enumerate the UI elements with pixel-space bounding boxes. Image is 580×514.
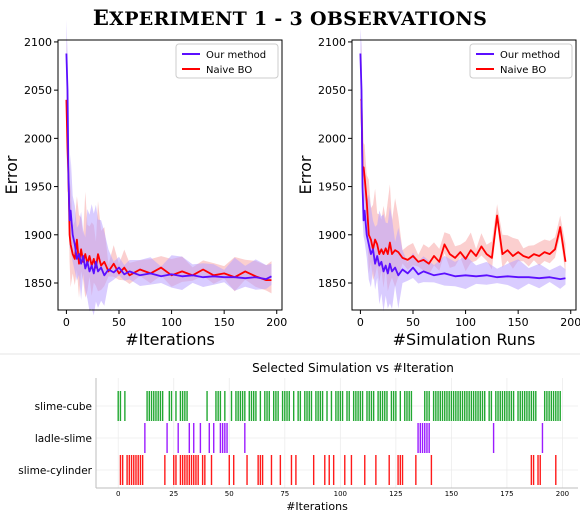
legend-label-our-method: Our method <box>500 50 560 61</box>
category-label-ladle-slime: ladle-slime <box>35 433 92 445</box>
our-method-band-2 <box>360 27 566 312</box>
x-tick-label-2: 200 <box>560 316 580 329</box>
x-tick-label-2: 100 <box>455 316 476 329</box>
event-x-tick-label: 125 <box>389 490 402 498</box>
event-x-tick-label: 175 <box>500 490 513 498</box>
legend-box-1 <box>175 43 279 79</box>
event-x-tick-label: 25 <box>169 490 178 498</box>
y-tick-label-1: 2050 <box>24 84 52 97</box>
y-tick-label-1: 2000 <box>24 132 52 145</box>
naive-bo-line-2 <box>360 98 567 265</box>
y-tick-label-2: 1950 <box>318 181 346 194</box>
event-plot-title: Selected Simulation vs #Iteration <box>252 361 454 375</box>
y-tick-label-2: 1900 <box>318 229 346 242</box>
event-x-axis-label: #Iterations <box>286 500 348 513</box>
event-x-tick-label: 0 <box>116 490 120 498</box>
x-tick-label-1: 200 <box>266 316 287 329</box>
category-label-slime-cube: slime-cube <box>35 401 92 413</box>
y-tick-label-2: 2050 <box>318 84 346 97</box>
our-method-band-1 <box>66 19 272 316</box>
y-tick-label-2: 2000 <box>318 132 346 145</box>
legend-label-naive-bo: Naive BO <box>206 65 252 76</box>
plot-frame-2 <box>351 39 577 311</box>
x-axis-label-2: #Simulation Runs <box>393 330 536 349</box>
legend-box-2 <box>469 43 573 79</box>
y-tick-label-2: 2100 <box>318 36 346 49</box>
y-tick-label-1: 2100 <box>24 36 52 49</box>
x-tick-label-2: 0 <box>357 316 364 329</box>
x-tick-label-1: 150 <box>214 316 235 329</box>
y-tick-label-1: 1950 <box>24 181 52 194</box>
x-tick-label-1: 100 <box>161 316 182 329</box>
x-tick-label-1: 0 <box>63 316 70 329</box>
our-method-line-2 <box>359 53 566 280</box>
y-axis-label-2: Error <box>296 155 315 194</box>
event-x-tick-label: 50 <box>225 490 234 498</box>
event-x-tick-label: 75 <box>280 490 289 498</box>
x-tick-label-2: 50 <box>406 316 420 329</box>
page-title: EXPERIMENT 1 - 3 OBSERVATIONS <box>92 5 488 30</box>
legend-label-our-method: Our method <box>206 50 266 61</box>
event-x-tick-label: 200 <box>556 490 569 498</box>
y-axis-label-1: Error <box>2 155 21 194</box>
x-tick-label-1: 50 <box>112 316 126 329</box>
y-tick-label-2: 1850 <box>318 277 346 290</box>
plot-frame-1 <box>57 39 283 311</box>
x-tick-label-2: 150 <box>508 316 529 329</box>
y-tick-label-1: 1850 <box>24 277 52 290</box>
event-x-tick-label: 150 <box>445 490 458 498</box>
our-method-line-1 <box>65 53 272 280</box>
event-x-tick-label: 100 <box>334 490 347 498</box>
x-axis-label-1: #Iterations <box>125 330 215 349</box>
legend-label-naive-bo: Naive BO <box>500 65 546 76</box>
category-label-slime-cylinder: slime-cylinder <box>18 465 92 477</box>
y-tick-label-1: 1900 <box>24 229 52 242</box>
